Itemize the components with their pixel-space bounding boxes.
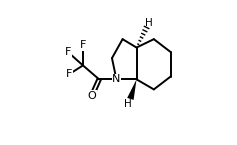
Text: F: F — [80, 40, 86, 50]
Text: F: F — [66, 69, 72, 79]
Text: N: N — [112, 74, 121, 84]
Text: H: H — [145, 18, 153, 28]
Text: F: F — [65, 47, 71, 57]
Polygon shape — [127, 79, 137, 100]
Text: O: O — [87, 91, 96, 100]
Text: H: H — [124, 99, 132, 109]
